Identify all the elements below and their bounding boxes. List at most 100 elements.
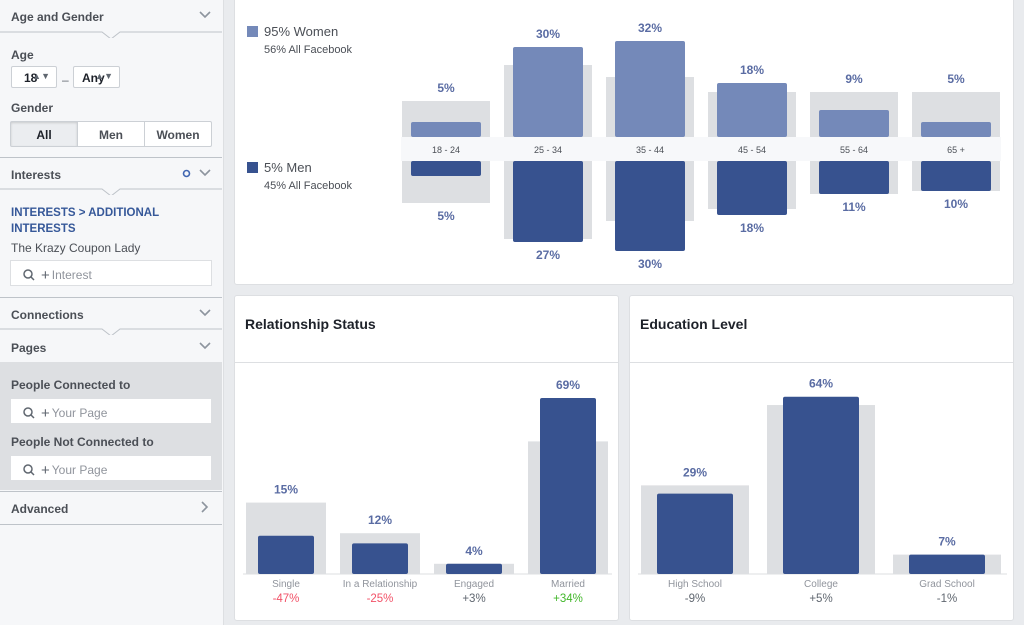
search-icon bbox=[23, 269, 35, 281]
women-bar bbox=[921, 122, 991, 137]
age-category-label: 18 - 24 bbox=[432, 145, 460, 155]
pages-panel: People Connected to + Your Page People No… bbox=[0, 362, 222, 490]
section-divider bbox=[0, 28, 222, 38]
value-bar bbox=[258, 535, 314, 574]
chevron-down-icon[interactable] bbox=[198, 166, 212, 180]
value-label: 29% bbox=[683, 465, 707, 479]
delta-label: +34% bbox=[553, 593, 583, 605]
women-bar bbox=[717, 83, 787, 137]
delta-label: +3% bbox=[462, 593, 485, 605]
value-label: 69% bbox=[556, 378, 580, 392]
men-bar bbox=[921, 161, 991, 191]
age-category-label: 25 - 34 bbox=[534, 145, 562, 155]
age-category-label: 45 - 54 bbox=[738, 145, 766, 155]
connections-section-header[interactable]: Connections bbox=[0, 298, 222, 330]
advanced-title: Advanced bbox=[11, 502, 69, 516]
interest-placeholder: Interest bbox=[51, 268, 92, 282]
women-bar bbox=[819, 110, 889, 137]
pages-title: Pages bbox=[11, 341, 47, 355]
panel-header-divider bbox=[235, 362, 618, 363]
gender-label: Gender bbox=[11, 101, 54, 115]
men-value-label: 11% bbox=[842, 200, 866, 214]
men-bar bbox=[513, 161, 583, 242]
interest-search-input[interactable]: + Interest bbox=[10, 260, 212, 286]
women-value-label: 30% bbox=[536, 27, 560, 41]
gender-option-men[interactable]: Men bbox=[77, 122, 144, 146]
delta-label: -1% bbox=[937, 593, 957, 605]
men-bar bbox=[717, 161, 787, 215]
age-range-dash: – bbox=[62, 73, 69, 87]
men-bar bbox=[411, 161, 481, 176]
chevron-right-icon[interactable] bbox=[198, 500, 212, 514]
men-value-label: 10% bbox=[944, 197, 968, 211]
gender-segmented-control: All Men Women bbox=[10, 121, 212, 147]
sort-arrows-icon: ▲▼ bbox=[95, 71, 113, 81]
women-legend-swatch bbox=[247, 26, 258, 37]
value-label: 15% bbox=[274, 483, 298, 497]
delta-label: -25% bbox=[367, 593, 394, 605]
women-bar bbox=[411, 122, 481, 137]
age-label: Age bbox=[11, 48, 34, 62]
men-value-label: 27% bbox=[536, 248, 560, 262]
section-border bbox=[0, 524, 222, 525]
delta-label: -9% bbox=[685, 593, 705, 605]
gender-option-all[interactable]: All bbox=[11, 122, 77, 146]
value-bar bbox=[352, 543, 408, 574]
section-divider bbox=[0, 325, 222, 335]
sort-arrows-icon: ▲▼ bbox=[32, 71, 50, 81]
info-dot-icon[interactable] bbox=[182, 169, 191, 178]
advanced-section-header[interactable]: Advanced bbox=[0, 492, 222, 524]
search-icon bbox=[23, 464, 35, 476]
targeting-sidebar: Age and Gender Age 18 ▲▼ – Any ▲▼ Gender… bbox=[0, 0, 224, 625]
age-category-label: 65 + bbox=[947, 145, 965, 155]
interests-section-header[interactable]: Interests bbox=[0, 158, 222, 190]
delta-label: +5% bbox=[809, 593, 832, 605]
gender-option-women[interactable]: Women bbox=[144, 122, 211, 146]
section-border bbox=[0, 157, 222, 158]
connected-page-input[interactable]: + Your Page bbox=[10, 398, 212, 424]
plus-icon: + bbox=[41, 462, 50, 479]
women-value-label: 32% bbox=[638, 21, 662, 35]
pages-section-header[interactable]: Pages bbox=[0, 331, 222, 363]
connections-title: Connections bbox=[11, 308, 84, 322]
interests-breadcrumb[interactable]: INTERESTS > ADDITIONAL INTERESTS bbox=[11, 207, 159, 235]
education-chart: 29% High School -9% 64% College +5% 7% Grad Sch… bbox=[638, 377, 1007, 605]
age-gender-panel: 95% Women 56% All Facebook 5% Men 45% Al… bbox=[234, 0, 1014, 285]
value-label: 7% bbox=[938, 535, 956, 549]
chevron-down-icon[interactable] bbox=[198, 339, 212, 353]
chevron-down-icon[interactable] bbox=[198, 306, 212, 320]
not-connected-page-input[interactable]: + Your Page bbox=[10, 455, 212, 481]
women-value-label: 5% bbox=[437, 81, 455, 95]
men-legend-swatch bbox=[247, 162, 258, 173]
value-bar bbox=[909, 554, 985, 574]
category-label: Single bbox=[272, 579, 300, 590]
plus-icon: + bbox=[41, 267, 50, 284]
women-legend-sub: 56% All Facebook bbox=[264, 44, 353, 56]
age-gender-title: Age and Gender bbox=[11, 10, 104, 24]
people-connected-label: People Connected to bbox=[11, 378, 131, 392]
section-border bbox=[0, 491, 222, 492]
age-gender-chart: 5% 5% 18 - 24 30% 27% 25 - 34 32% 30% 35 - 44 18%… bbox=[401, 21, 1001, 271]
men-bar bbox=[819, 161, 889, 194]
education-title: Education Level bbox=[640, 316, 748, 332]
connected-page-placeholder: Your Page bbox=[51, 406, 108, 420]
men-legend-label: 5% Men bbox=[264, 160, 312, 175]
age-min-value: 18 bbox=[24, 71, 38, 85]
chevron-down-icon[interactable] bbox=[198, 8, 212, 22]
value-bar bbox=[657, 493, 733, 574]
age-max-value: Any bbox=[82, 71, 105, 85]
men-legend-sub: 45% All Facebook bbox=[264, 180, 353, 192]
age-category-label: 35 - 44 bbox=[636, 145, 664, 155]
category-label: Grad School bbox=[919, 579, 975, 590]
age-gender-section-header[interactable]: Age and Gender bbox=[0, 0, 222, 32]
category-label: High School bbox=[668, 579, 722, 590]
age-min-select[interactable]: 18 ▲▼ bbox=[11, 66, 57, 88]
not-connected-page-placeholder: Your Page bbox=[51, 463, 108, 477]
men-bar bbox=[615, 161, 685, 251]
age-max-select[interactable]: Any ▲▼ bbox=[73, 66, 120, 88]
value-bar bbox=[446, 563, 502, 574]
interest-item: The Krazy Coupon Lady bbox=[11, 241, 141, 255]
value-bar bbox=[783, 396, 859, 574]
age-category-label: 55 - 64 bbox=[840, 145, 868, 155]
search-icon bbox=[23, 407, 35, 419]
